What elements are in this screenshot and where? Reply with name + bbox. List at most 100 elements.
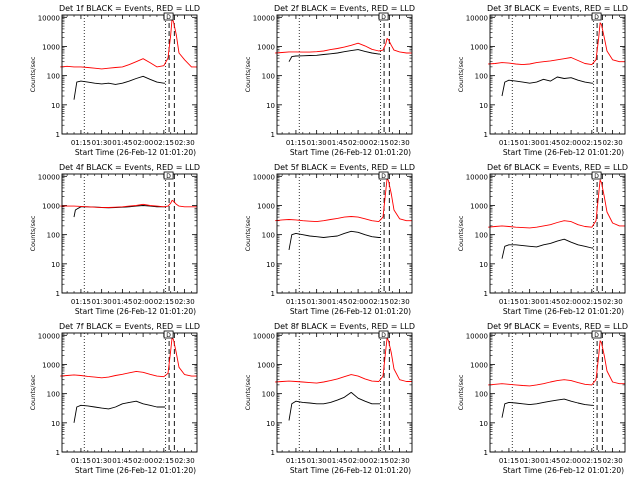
marker-box-label: D — [166, 332, 171, 339]
x-axis-label: Start Time (26-Feb-12 01:01:20) — [290, 148, 411, 157]
marker-box-label: D — [166, 14, 171, 21]
x-tick-label: 01:15 — [499, 457, 519, 465]
marker-box — [378, 330, 389, 339]
x-axis-label: Start Time (26-Feb-12 01:01:20) — [75, 148, 196, 157]
series-line-lld — [275, 177, 412, 223]
marker-box — [591, 171, 602, 180]
y-tick-label: 10 — [479, 420, 488, 428]
x-tick-label: 01:30 — [92, 139, 112, 147]
y-tick-label: 1000 — [42, 202, 60, 210]
x-tick-label: 02:15 — [154, 298, 174, 306]
x-tick-label: 01:45 — [112, 457, 132, 465]
x-tick-label: 01:30 — [307, 139, 327, 147]
panel-det-6: Det 6f BLACK = Events, RED = LLD Counts/s… — [457, 163, 628, 316]
series-line-events — [501, 238, 594, 259]
x-tick-label: 02:00 — [348, 139, 368, 147]
y-tick-label: 1 — [271, 131, 275, 139]
x-tick-label: 02:00 — [561, 139, 581, 147]
plot-frame — [276, 332, 413, 453]
y-tick-label: 1 — [484, 290, 488, 298]
y-tick-label: 10 — [266, 102, 275, 110]
series-line-lld — [488, 179, 625, 229]
y-tick-label: 10000 — [253, 173, 275, 181]
marker-box-label: D — [381, 332, 386, 339]
y-tick-label: 10 — [266, 261, 275, 269]
y-tick-label: 1 — [56, 290, 60, 298]
x-tick-label: 02:00 — [561, 298, 581, 306]
y-tick-label: 10000 — [466, 173, 488, 181]
x-tick-label: 01:30 — [520, 457, 540, 465]
panel-det-2: Det 2f BLACK = Events, RED = LLD Counts/s… — [244, 4, 415, 157]
panel-title: Det 4f BLACK = Events, RED = LLD — [59, 163, 200, 172]
series-line-events — [501, 398, 594, 418]
x-tick-label: 01:15 — [286, 457, 306, 465]
marker-box-label: D — [594, 332, 599, 339]
x-tick-label: 02:15 — [582, 139, 602, 147]
x-tick-label: 02:15 — [582, 457, 602, 465]
y-tick-label: 100 — [47, 232, 60, 240]
y-axis-label: Counts/sec — [29, 215, 37, 251]
x-axis-label: Start Time (26-Feb-12 01:01:20) — [75, 466, 196, 475]
series-line-lld — [60, 199, 197, 208]
y-tick-label: 1 — [271, 449, 275, 457]
x-tick-label: 01:30 — [92, 457, 112, 465]
x-tick-label: 02:30 — [602, 298, 622, 306]
marker-box-label: D — [166, 173, 171, 180]
series-line-events — [288, 391, 381, 421]
panel-title: Det 5f BLACK = Events, RED = LLD — [274, 163, 415, 172]
y-tick-label: 1 — [484, 449, 488, 457]
y-tick-label: 10000 — [253, 14, 275, 22]
x-tick-label: 01:45 — [112, 139, 132, 147]
x-tick-label: 01:45 — [327, 139, 347, 147]
y-tick-label: 1 — [484, 131, 488, 139]
y-axis-label: Counts/sec — [457, 374, 465, 410]
y-tick-label: 100 — [475, 232, 488, 240]
x-axis-label: Start Time (26-Feb-12 01:01:20) — [503, 148, 624, 157]
y-tick-label: 100 — [47, 73, 60, 81]
y-axis-label: Counts/sec — [244, 56, 252, 92]
marker-box — [378, 171, 389, 180]
panel-det-9: Det 9f BLACK = Events, RED = LLD Counts/s… — [457, 322, 628, 475]
x-tick-label: 01:15 — [71, 139, 91, 147]
series-line-lld — [60, 336, 197, 379]
x-tick-label: 01:45 — [540, 298, 560, 306]
panel-det-1: Det 1f BLACK = Events, RED = LLD Counts/s… — [29, 4, 200, 157]
y-tick-label: 1 — [56, 131, 60, 139]
y-axis-label: Counts/sec — [457, 215, 465, 251]
x-axis-label: Start Time (26-Feb-12 01:01:20) — [503, 307, 624, 316]
x-axis-label: Start Time (26-Feb-12 01:01:20) — [503, 466, 624, 475]
marker-box — [163, 330, 174, 339]
marker-box — [163, 12, 174, 21]
x-tick-label: 01:15 — [71, 298, 91, 306]
panel-det-8: Det 8f BLACK = Events, RED = LLD Counts/s… — [244, 322, 415, 475]
x-axis-label: Start Time (26-Feb-12 01:01:20) — [290, 307, 411, 316]
y-tick-label: 10000 — [466, 332, 488, 340]
y-tick-label: 1 — [271, 290, 275, 298]
y-tick-label: 10 — [479, 102, 488, 110]
panel-det-5: Det 5f BLACK = Events, RED = LLD Counts/s… — [244, 163, 415, 316]
marker-box — [591, 12, 602, 21]
series-line-events — [288, 49, 381, 62]
y-tick-label: 10 — [51, 420, 60, 428]
x-tick-label: 02:30 — [602, 139, 622, 147]
x-tick-label: 01:30 — [92, 298, 112, 306]
x-tick-label: 02:30 — [174, 298, 194, 306]
panel-det-7: Det 7f BLACK = Events, RED = LLD Counts/s… — [29, 322, 200, 475]
y-axis-label: Counts/sec — [29, 374, 37, 410]
x-tick-label: 02:30 — [602, 457, 622, 465]
x-tick-label: 02:00 — [133, 139, 153, 147]
series-line-events — [73, 75, 166, 100]
x-tick-label: 01:30 — [307, 298, 327, 306]
x-tick-label: 01:15 — [499, 139, 519, 147]
series-line-lld — [488, 340, 625, 387]
marker-box — [163, 171, 174, 180]
y-tick-label: 100 — [262, 73, 275, 81]
y-tick-label: 10 — [266, 420, 275, 428]
x-tick-label: 02:30 — [174, 457, 194, 465]
y-tick-label: 100 — [475, 73, 488, 81]
panel-title: Det 6f BLACK = Events, RED = LLD — [487, 163, 628, 172]
y-tick-label: 100 — [262, 232, 275, 240]
x-tick-label: 02:15 — [369, 298, 389, 306]
series-line-lld — [275, 37, 412, 54]
